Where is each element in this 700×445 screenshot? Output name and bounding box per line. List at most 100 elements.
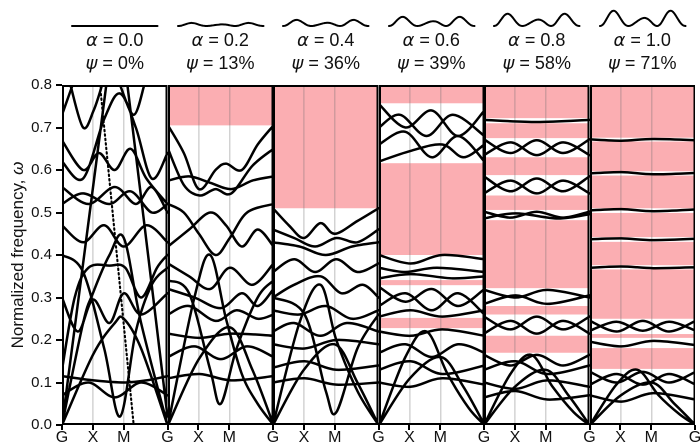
panel-header-0.2: α = 0.2 ψ = 13%: [168, 0, 274, 85]
alpha-label: α = 0.8: [508, 30, 566, 51]
psi-label: ψ = 13%: [186, 53, 255, 74]
band-curve: [484, 212, 590, 220]
x-tick-label-G: G: [55, 429, 69, 445]
y-tick-mark: [56, 339, 62, 341]
band-curve: [484, 319, 590, 335]
band-curve: [589, 339, 695, 348]
bandgap-region: [589, 241, 695, 266]
bandgap-region: [589, 85, 695, 138]
band-curve: [273, 304, 379, 321]
band-curve: [378, 292, 484, 316]
band-curve: [484, 179, 590, 195]
band-curve: [378, 285, 484, 308]
surface-profile-icon: [598, 9, 686, 28]
bandgap-region: [589, 212, 695, 238]
band-curve: [167, 211, 273, 248]
band-curve: [167, 175, 273, 191]
band-curve: [484, 294, 590, 306]
y-tick-mark: [56, 254, 62, 256]
band-curve: [167, 279, 273, 406]
x-tick-label-M: M: [222, 429, 236, 445]
surface-profile-icon: [176, 21, 264, 27]
x-tick-mark: [439, 425, 442, 430]
x-tick-label-G: G: [583, 429, 596, 445]
panel-border: [167, 85, 273, 425]
band-curve: [484, 315, 590, 331]
band-curve: [484, 288, 590, 299]
bandgap-region: [484, 123, 590, 139]
y-tick-label: 0.4: [31, 246, 52, 263]
x-tick-label-X: X: [509, 429, 521, 445]
band-curve: [378, 253, 484, 265]
x-tick-mark: [619, 425, 622, 430]
y-tick-mark: [56, 84, 62, 86]
x-tick-label-X: X: [193, 429, 204, 445]
panel-header-0.6: α = 0.6 ψ = 39%: [379, 0, 485, 85]
band-curve: [484, 175, 590, 193]
band-curve: [62, 92, 168, 182]
band-curve: [273, 228, 379, 248]
bandgap-region: [167, 85, 273, 126]
x-tick-label-G: G: [372, 429, 385, 445]
band-curve: [273, 377, 379, 386]
x-tick-label-M: M: [539, 429, 553, 445]
x-tick-mark: [588, 425, 591, 430]
band-curve: [589, 368, 695, 425]
alpha-label: α = 0.6: [402, 30, 460, 51]
band-curve: [484, 360, 590, 376]
band-curve: [98, 85, 135, 425]
band-curve: [484, 353, 590, 425]
y-tick-mark: [56, 169, 62, 171]
band-panel-alpha-1: [589, 85, 695, 425]
x-tick-mark: [302, 425, 305, 430]
panel-header-0: α = 0.0 ψ = 0%: [62, 0, 168, 85]
panel-border: [484, 85, 590, 425]
band-curve: [62, 315, 168, 425]
y-tick-mark: [56, 296, 62, 299]
band-curve: [484, 141, 590, 157]
band-curve: [167, 124, 273, 191]
alpha-label: α = 1.0: [613, 30, 671, 51]
band-curve: [484, 118, 590, 124]
band-curve: [589, 319, 695, 333]
x-tick-mark: [408, 425, 411, 430]
y-tick-label: 0.1: [31, 373, 52, 391]
bandgap-region: [589, 348, 695, 369]
band-curve: [589, 237, 695, 242]
x-tick-mark: [377, 425, 380, 430]
bandgap-region: [378, 317, 484, 329]
band-curve: [589, 137, 695, 142]
band-curve: [62, 253, 168, 418]
y-tick-mark: [56, 126, 62, 129]
y-tick-label: 0.6: [31, 161, 52, 178]
alpha-label: α = 0.2: [191, 30, 249, 51]
x-tick-label-X: X: [298, 429, 310, 445]
x-tick-label-M: M: [328, 429, 342, 445]
y-axis: 0.0 0.1 0.2 0.3 0.4 0.5 0.6 0.7 0.8: [0, 76, 62, 433]
band-curve: [378, 266, 484, 274]
band-curve: [589, 170, 695, 176]
x-tick-label-M: M: [117, 429, 131, 445]
x-tick-mark: [122, 425, 125, 430]
panel-border: [378, 85, 484, 425]
band-curve: [378, 143, 484, 163]
y-tick-label: 0.0: [31, 416, 52, 433]
bandgap-region: [484, 335, 590, 353]
band-curve: [62, 224, 168, 248]
psi-label: ψ = 0%: [85, 53, 144, 74]
x-tick-label-G: G: [161, 429, 174, 445]
psi-label: ψ = 71%: [608, 53, 677, 74]
band-curve: [378, 130, 484, 163]
x-tick-mark: [544, 425, 547, 430]
band-curve: [273, 342, 379, 425]
bandgap-region: [378, 280, 484, 286]
bandgap-region: [484, 157, 590, 176]
x-tick-mark: [272, 425, 274, 430]
bandgap-region: [484, 306, 590, 315]
y-tick-label: 0.5: [31, 203, 52, 221]
band-curve: [378, 328, 484, 338]
band-curve: [167, 262, 273, 291]
band-curve: [378, 113, 484, 138]
x-tick-mark: [694, 425, 696, 430]
